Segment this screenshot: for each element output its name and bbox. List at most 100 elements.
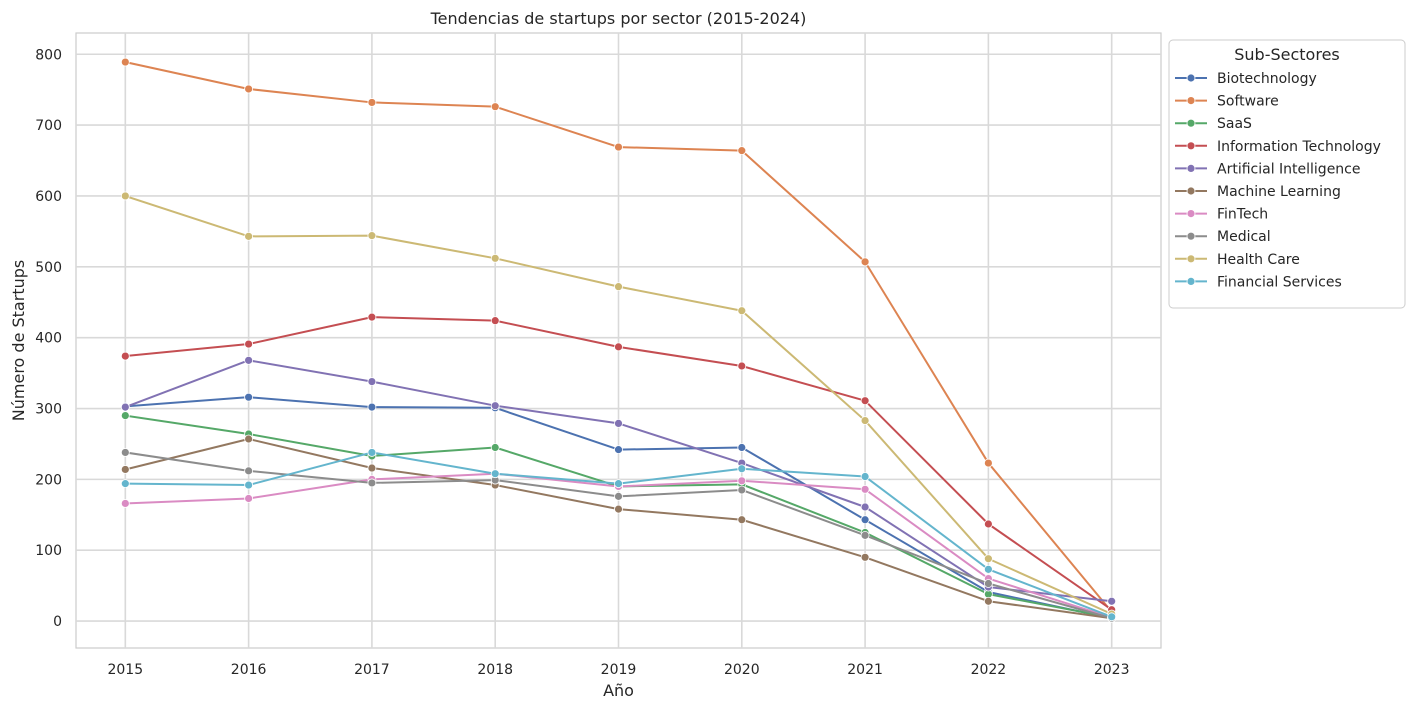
data-point [737,485,747,495]
data-point [983,564,993,574]
data-point [1107,596,1117,606]
y-tick-label: 600 [35,189,62,205]
data-point [860,502,870,512]
y-tick-label: 400 [35,331,62,347]
y-axis: 0 100 200 300 400 500 600 700 800 [35,47,62,630]
data-point [614,445,623,455]
data-point [367,98,377,107]
series-markers [120,57,1117,623]
legend-item: Medical [1175,229,1271,245]
data-point [737,443,747,452]
legend-swatch-marker [1186,73,1196,83]
data-point [367,231,377,241]
data-point [120,479,130,489]
data-point [367,312,377,322]
chart-title: Tendencias de startups por sector (2015-… [430,9,807,28]
data-point [490,469,500,479]
data-point [120,448,130,457]
legend-box [1168,39,1406,309]
data-point [860,472,870,481]
data-point [983,579,993,588]
legend-swatch-marker [1186,163,1196,173]
y-tick-label: 200 [35,472,62,488]
legend-label: Software [1217,94,1279,110]
legend-label: Information Technology [1217,139,1381,155]
legend-label: FinTech [1217,207,1268,223]
data-point [737,515,747,525]
data-point [120,411,130,421]
legend-swatch-marker [1186,254,1196,264]
x-tick-label: 2023 [1094,662,1130,678]
data-point [490,443,500,452]
y-tick-label: 300 [35,402,62,418]
x-axis: 2015 2016 2017 2018 2019 2020 2021 2022 2023 [107,662,1129,678]
data-point [367,377,377,386]
data-point [367,402,377,412]
legend-item: Information Technology [1175,139,1381,155]
gridlines [76,33,1161,648]
x-tick-label: 2022 [971,662,1007,678]
y-tick-label: 700 [35,118,62,134]
legend-swatch-marker [1186,141,1196,151]
y-tick-label: 500 [35,260,62,276]
data-point [983,519,993,529]
legend-label: SaaS [1217,116,1252,132]
legend-label: Health Care [1217,252,1300,268]
data-point [1107,612,1117,622]
data-point [860,530,870,540]
data-point [490,401,500,411]
data-point [983,554,993,564]
data-point [490,316,500,326]
y-tick-label: 0 [53,614,62,630]
x-tick-label: 2018 [477,662,513,678]
data-point [860,484,870,494]
data-point [614,342,623,352]
data-point [614,418,623,428]
data-point [860,416,870,425]
data-point [614,479,623,489]
data-point [614,282,623,292]
data-point [737,361,747,371]
data-point [120,402,130,412]
x-tick-label: 2019 [601,662,637,678]
data-point [490,253,500,263]
legend-swatch-marker [1186,118,1196,128]
data-point [367,463,377,473]
x-tick-label: 2015 [107,662,143,678]
data-point [737,476,747,486]
data-point [244,84,254,94]
legend-item: FinTech [1175,207,1268,223]
legend-label: Machine Learning [1217,184,1341,200]
data-point [983,458,993,468]
legend-item: Machine Learning [1175,184,1341,200]
data-point [244,434,254,444]
legend-swatch-marker [1186,186,1196,196]
data-point [860,396,870,406]
data-point [244,231,254,241]
data-point [860,515,870,525]
data-point [120,499,130,508]
data-point [614,491,623,501]
data-point [860,552,870,562]
data-point [120,351,130,361]
y-tick-label: 800 [35,47,62,63]
legend-swatch-marker [1186,231,1196,241]
data-point [860,257,870,267]
x-tick-label: 2016 [231,662,267,678]
data-point [983,596,993,606]
data-point [367,478,377,488]
legend-swatch-marker [1186,96,1196,105]
legend-item: Software [1175,94,1279,110]
data-point [244,494,254,503]
data-point [120,191,130,201]
legend-swatch-marker [1186,276,1196,286]
legend-swatch-marker [1186,209,1196,219]
data-point [490,102,500,112]
legend-item: Artificial Intelligence [1175,161,1361,177]
data-point [244,339,254,349]
x-tick-label: 2017 [354,662,390,678]
x-tick-label: 2021 [847,662,883,678]
y-tick-label: 100 [35,543,62,559]
data-point [737,464,747,474]
